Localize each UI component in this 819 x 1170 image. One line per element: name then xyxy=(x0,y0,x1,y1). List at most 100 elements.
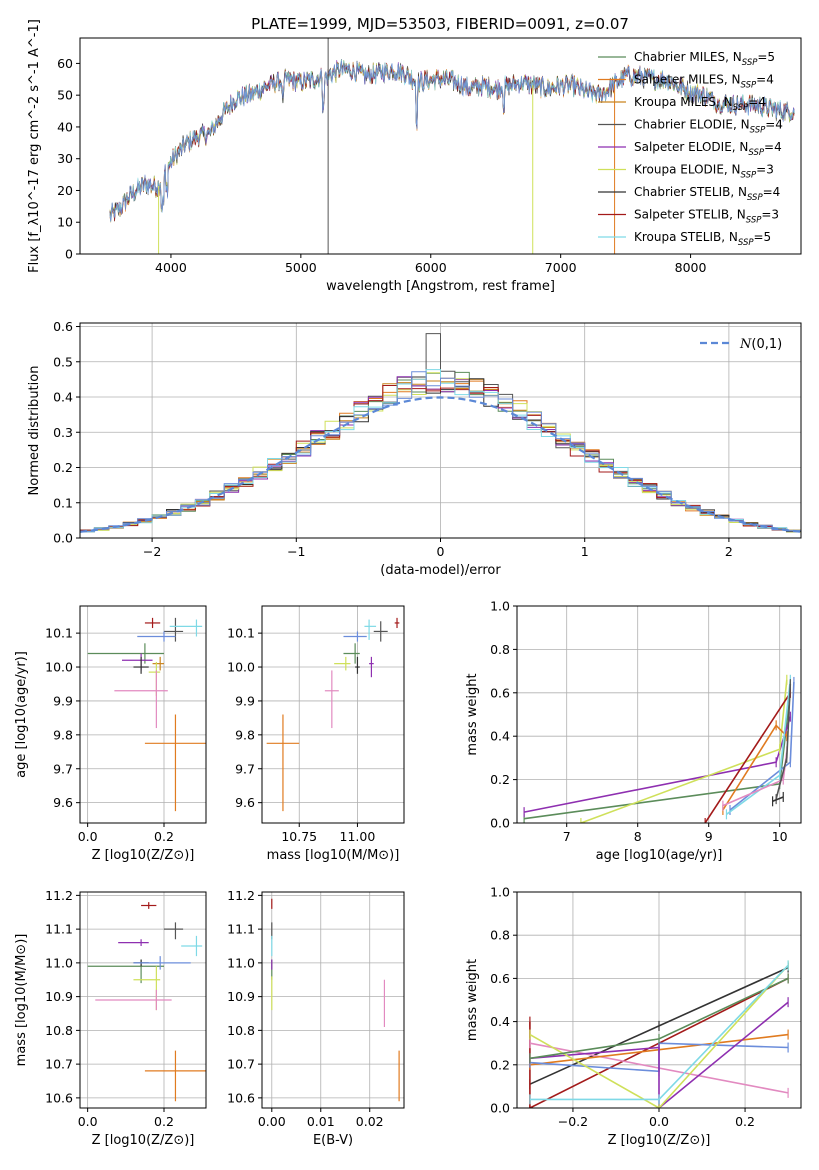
axes-frame xyxy=(261,605,405,824)
legend-label: Chabrier STELIB, NSSP=4 xyxy=(634,185,780,203)
errorbar-point xyxy=(164,617,184,642)
y-tick-label: 10.0 xyxy=(227,660,255,675)
errorbar-point xyxy=(343,631,367,642)
axes-frame xyxy=(79,37,802,255)
y-tick-label: 0.8 xyxy=(490,928,510,943)
y-tick-label: 0 xyxy=(65,247,73,262)
x-tick-label: 0.0 xyxy=(78,1114,98,1129)
y-tick-label: 11.2 xyxy=(45,888,73,903)
plot-content xyxy=(80,323,801,538)
errorbar-point xyxy=(144,617,161,629)
y-tick-label: 11.2 xyxy=(227,888,255,903)
x-axis-label: Z [log10(Z/Z⊙)] xyxy=(92,1133,195,1148)
x-axis-label: E(B-V) xyxy=(313,1133,353,1148)
x-tick-label: 6000 xyxy=(415,260,447,275)
x-tick-label: 5000 xyxy=(285,260,317,275)
x-tick-label: 10.75 xyxy=(281,829,317,844)
y-axis-label: Normed distribution xyxy=(27,366,42,496)
y-tick-label: 0.5 xyxy=(53,354,73,369)
y-tick-label: 10.1 xyxy=(227,626,255,641)
y-tick-label: 0.2 xyxy=(53,460,73,475)
x-tick-label: 0.2 xyxy=(735,1114,755,1129)
y-tick-label: 10.6 xyxy=(227,1090,255,1105)
panel-weight-vs-Z: −0.2 0.0 0.2 0.0 0.2 0.4 0.6 0.8 1.0 Z [log10(Z/Z… xyxy=(465,885,802,1148)
errorbar-point xyxy=(95,989,172,1011)
figure-title: PLATE=1999, MJD=53503, FIBERID=0091, z=0… xyxy=(251,15,629,33)
y-tick-label: 60 xyxy=(57,56,73,71)
x-axis-label: mass [log10(M/M⊙)] xyxy=(267,848,400,863)
axes-frame xyxy=(516,605,802,824)
x-axis-label: wavelength [Angstrom, rest frame] xyxy=(326,279,555,294)
y-tick-label: 10.7 xyxy=(45,1057,73,1072)
y-tick-label: 10.0 xyxy=(45,660,73,675)
y-tick-label: 0.0 xyxy=(490,1101,510,1116)
legend-label-value: =4 xyxy=(748,95,766,109)
y-tick-label: 10.7 xyxy=(227,1057,255,1072)
errorbar-point xyxy=(152,656,164,671)
legend-label-value: =4 xyxy=(763,185,781,199)
legend-label-symbol: N xyxy=(739,337,752,352)
errorbar-point xyxy=(394,617,400,629)
y-tick-label: 50 xyxy=(57,88,73,103)
errorbar-point xyxy=(141,902,157,909)
y-axis-label: age [log10(age/yr)] xyxy=(14,651,29,778)
errorbar-point xyxy=(137,631,176,642)
plot-content xyxy=(80,892,206,1108)
x-tick-label: 1 xyxy=(581,544,589,559)
legend-label-text: Kroupa MILES, N xyxy=(634,95,733,109)
legend: N(0,1) xyxy=(700,337,782,352)
panel-mass-vs-ebv: 0.00 0.01 0.02 10.6 10.7 10.8 10.9 11.0 11.1 11.2… xyxy=(227,888,405,1148)
legend-label-value: =5 xyxy=(754,230,772,244)
y-tick-label: 0.0 xyxy=(490,816,510,831)
x-tick-label: −1 xyxy=(287,544,305,559)
x-tick-label: 0.01 xyxy=(307,1114,335,1129)
legend-label-text: Kroupa STELIB, N xyxy=(634,230,738,244)
legend-label-sub: SSP xyxy=(738,238,754,248)
x-axis-label: Z [log10(Z/Z⊙)] xyxy=(92,848,195,863)
legend-label-text: Chabrier MILES, N xyxy=(634,50,742,64)
errorbar-point xyxy=(343,643,360,664)
errorbar-point xyxy=(334,656,351,671)
legend-label-value: =3 xyxy=(761,208,779,222)
errorbar-point xyxy=(133,656,149,674)
legend-label-sub: SSP xyxy=(748,148,764,158)
weight-line xyxy=(529,964,789,1108)
x-tick-label: −0.2 xyxy=(558,1114,588,1129)
x-tick-label: 0.0 xyxy=(649,1114,669,1129)
spectrum-line xyxy=(109,61,795,222)
legend-label: Chabrier MILES, NSSP=5 xyxy=(634,50,775,68)
legend-label-value: =3 xyxy=(756,163,774,177)
plot-area xyxy=(262,606,404,823)
y-tick-label: 10.1 xyxy=(45,626,73,641)
panel-age-vs-mass: 10.75 11.00 9.6 9.7 9.8 9.9 10.0 10.1 mass [log1… xyxy=(227,605,405,863)
errorbar-point xyxy=(169,619,203,637)
legend-label: Salpeter MILES, NSSP=4 xyxy=(634,73,774,91)
legend-label: N(0,1) xyxy=(739,337,782,352)
x-tick-label: 0.2 xyxy=(154,829,174,844)
x-axis-label: (data-model)/error xyxy=(380,563,501,578)
legend-label: Salpeter ELODIE, NSSP=4 xyxy=(634,140,782,158)
x-axis-label: age [log10(age/yr)] xyxy=(596,848,723,863)
panel-spectrum: 4000 5000 6000 7000 8000 0 10 20 30 40 50 60 wavelen… xyxy=(27,19,802,294)
y-tick-label: 10.6 xyxy=(45,1090,73,1105)
legend-label-sub: SSP xyxy=(746,216,762,226)
errorbar-point xyxy=(181,935,203,957)
histogram-step xyxy=(80,369,801,533)
y-axis-label: Flux [f_λ10^-17 erg cm^-2 s^-1 A^-1] xyxy=(27,19,42,273)
errorbar-point xyxy=(118,939,149,946)
y-tick-label: 9.9 xyxy=(53,693,73,708)
y-tick-label: 9.7 xyxy=(235,761,255,776)
x-tick-label: 11.00 xyxy=(340,829,376,844)
weight-line xyxy=(704,692,791,823)
plot-content xyxy=(109,38,795,254)
y-tick-label: 40 xyxy=(57,119,73,134)
panel-residual-histogram: −2 −1 0 1 2 0.0 0.1 0.2 0.3 0.4 0.5 0.6 (data-model)… xyxy=(27,319,802,578)
errorbar-point xyxy=(373,621,388,642)
legend-label-text: Kroupa ELODIE, N xyxy=(634,163,741,177)
errorbar-point xyxy=(355,656,360,674)
plot-area xyxy=(80,606,206,823)
y-tick-label: 11.1 xyxy=(227,922,255,937)
legend-label-text: Salpeter ELODIE, N xyxy=(634,140,748,154)
y-tick-label: 0.4 xyxy=(53,390,73,405)
